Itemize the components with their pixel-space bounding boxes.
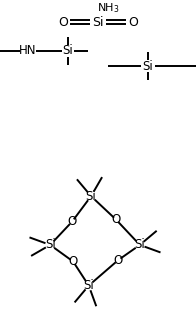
Text: Si: Si [92,15,104,29]
Text: Si: Si [45,239,55,251]
Text: O: O [68,255,78,268]
Text: Si: Si [86,190,96,203]
Text: Si: Si [83,279,94,292]
Text: HN: HN [19,45,37,57]
Text: O: O [128,15,138,29]
Text: O: O [113,254,123,267]
Text: NH$_3$: NH$_3$ [97,1,119,15]
Text: Si: Si [143,59,153,73]
Text: O: O [58,15,68,29]
Text: Si: Si [134,239,145,251]
Text: O: O [112,213,121,226]
Text: O: O [67,215,77,228]
Text: Si: Si [63,45,73,57]
